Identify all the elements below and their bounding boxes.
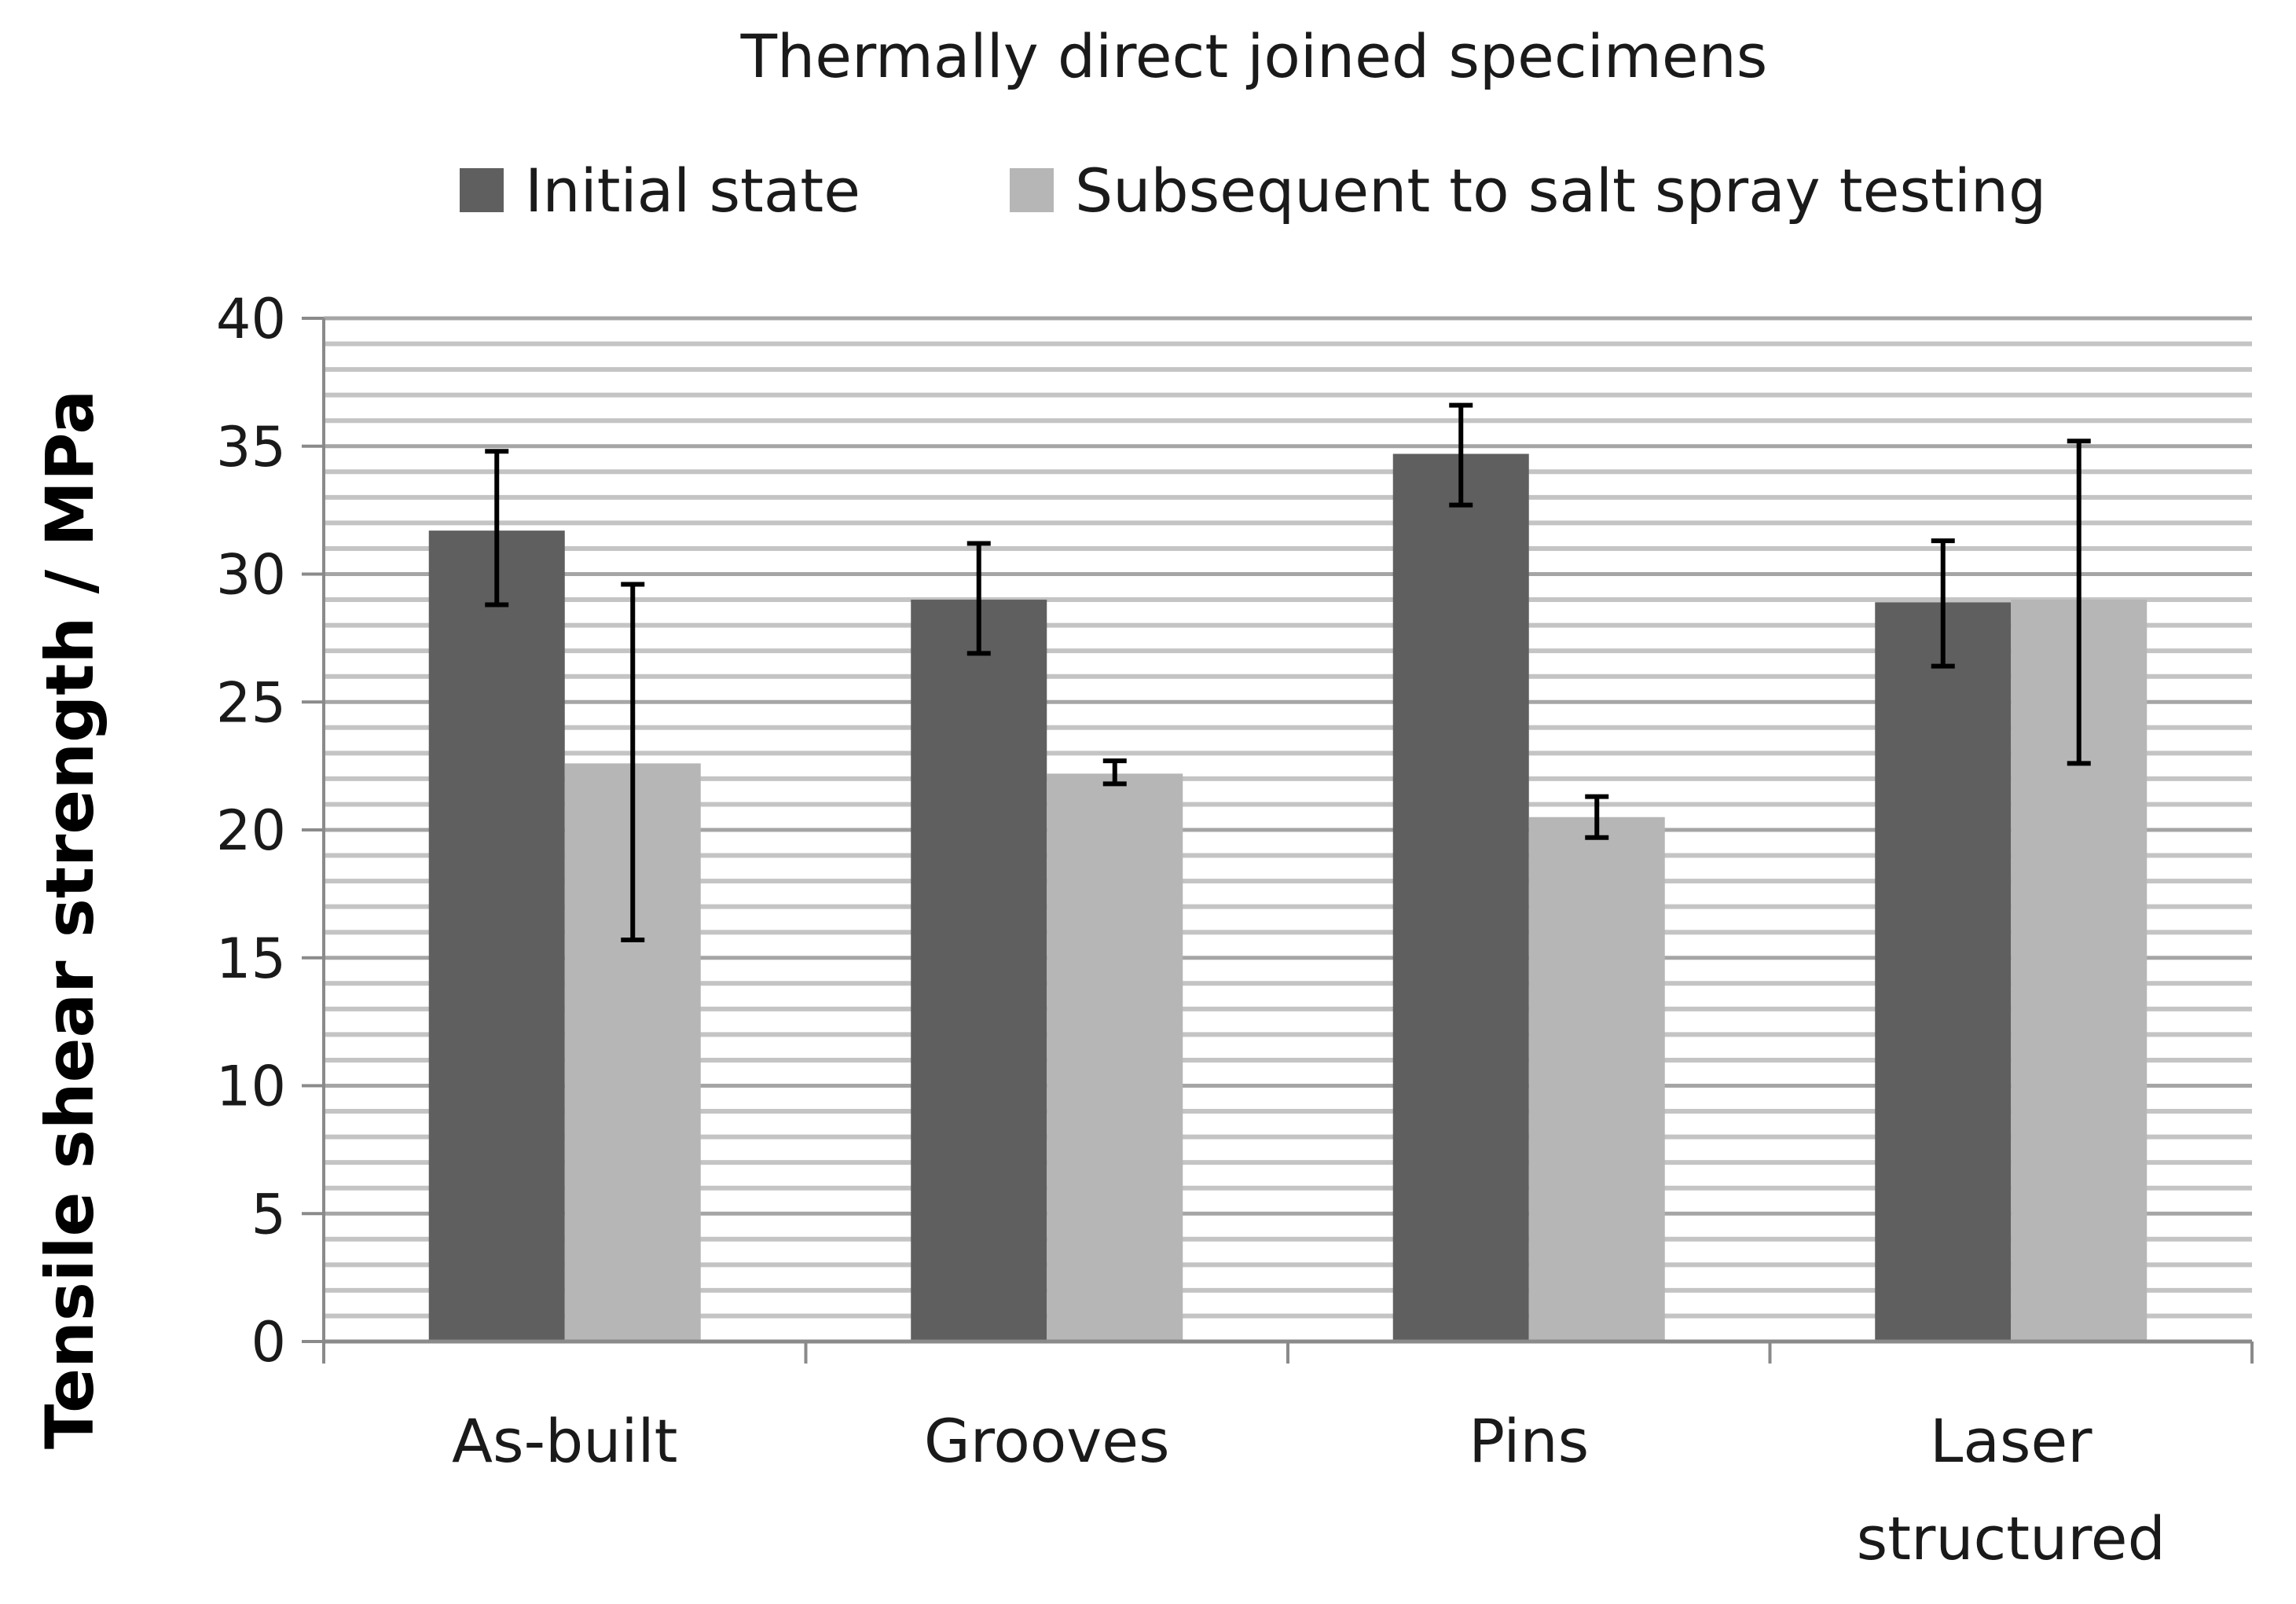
x-tick-label: Grooves (924, 1406, 1170, 1476)
legend-label: Subsequent to salt spray testing (1075, 156, 2046, 226)
legend: Initial state Subsequent to salt spray te… (460, 156, 2046, 226)
labels: Thermally direct joined specimens Tensil… (31, 21, 2166, 1573)
y-tick-label: 25 (216, 670, 286, 735)
error-bars (485, 402, 2091, 942)
axes (302, 317, 2254, 1364)
x-tick-label: As-built (452, 1406, 677, 1476)
y-tick-label: 35 (216, 415, 286, 479)
bar (1392, 453, 1529, 1342)
y-axis-label: Tensile shear strength / MPa (31, 390, 108, 1449)
bar (911, 600, 1047, 1342)
x-tick-label: structured (1857, 1503, 2166, 1573)
x-tick-label: Pins (1469, 1406, 1589, 1476)
y-tick-label: 15 (216, 927, 286, 991)
bar (1875, 602, 2012, 1342)
y-tick-label: 5 (251, 1182, 286, 1246)
y-tick-label: 20 (216, 798, 286, 863)
legend-label: Initial state (525, 156, 860, 226)
chart-title: Thermally direct joined specimens (740, 21, 1768, 91)
legend-swatch (460, 168, 504, 212)
bar (1528, 817, 1665, 1342)
y-tick-label: 10 (216, 1055, 286, 1119)
bar (428, 530, 565, 1342)
y-tick-label: 0 (251, 1310, 286, 1375)
y-tick-label: 30 (216, 543, 286, 607)
x-tick-label: Laser (1930, 1406, 2092, 1476)
y-tick-label: 40 (216, 287, 286, 351)
legend-swatch (1010, 168, 1054, 212)
bar (1047, 773, 1183, 1342)
